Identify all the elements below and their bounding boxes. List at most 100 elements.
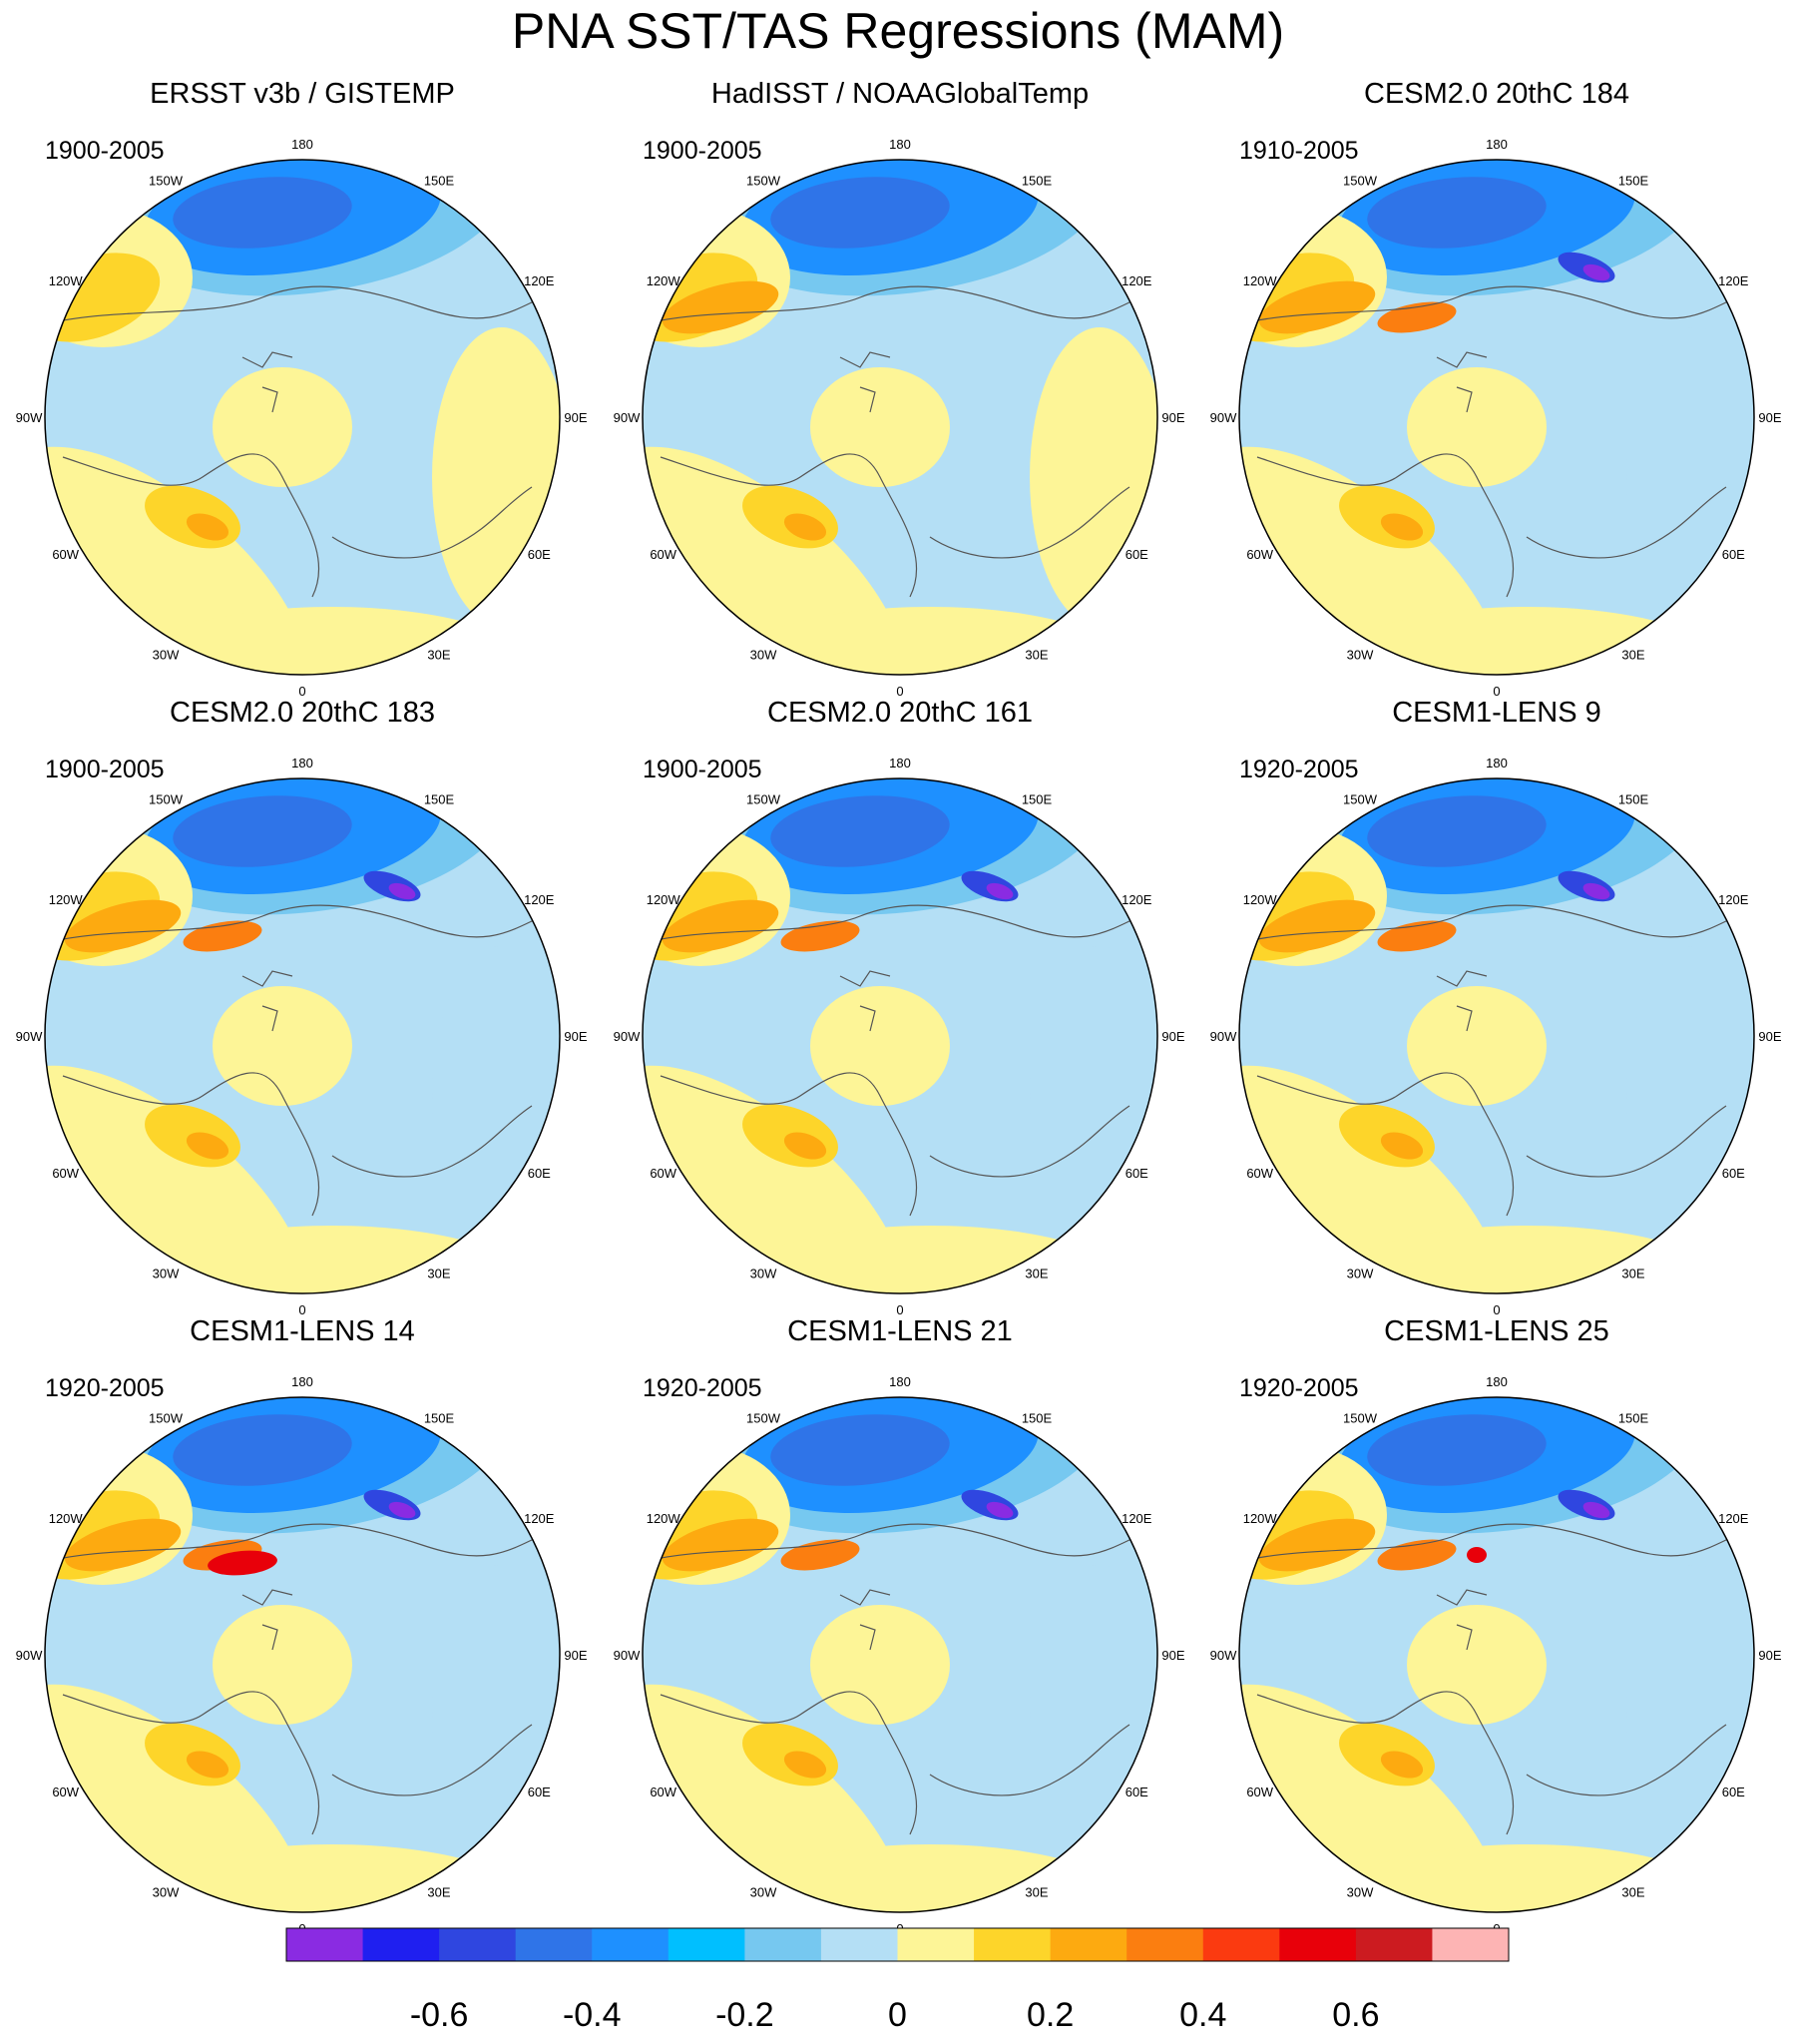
- longitude-label: 90E: [1161, 1029, 1184, 1044]
- longitude-label: 60E: [1722, 1166, 1745, 1181]
- panel-title: CESM2.0 20thC 184: [1364, 78, 1629, 110]
- colorbar-tick-label: 0.4: [1179, 1996, 1226, 2034]
- map-panel: 180150E120E90E60E30E030W60W90W120W150WCE…: [16, 697, 588, 1317]
- longitude-label: 150W: [149, 174, 184, 189]
- longitude-label: 60E: [1125, 1785, 1148, 1799]
- longitude-label: 30E: [427, 1884, 450, 1899]
- longitude-label: 180: [889, 137, 911, 152]
- longitude-label: 90E: [564, 1029, 587, 1044]
- longitude-label: 150E: [1618, 174, 1649, 189]
- longitude-label: 180: [1486, 1374, 1508, 1389]
- longitude-label: 0: [896, 1302, 903, 1317]
- colorbar-tick-label: 0.6: [1332, 1996, 1379, 2034]
- figure-title: PNA SST/TAS Regressions (MAM): [511, 3, 1285, 59]
- longitude-label: 60W: [1246, 1785, 1273, 1799]
- regression-field: [1239, 778, 1754, 1293]
- longitude-label: 30E: [427, 647, 450, 662]
- longitude-label: 90W: [614, 1029, 641, 1044]
- longitude-label: 60W: [1246, 547, 1273, 562]
- regression-field: [1239, 160, 1754, 675]
- regression-field: [45, 778, 560, 1293]
- longitude-label: 60E: [1125, 547, 1148, 562]
- longitude-label: 30W: [750, 647, 777, 662]
- colorbar: -0.6 -0.4 -0.2 0 0.2 0.4 0.6: [285, 1927, 1510, 2034]
- period-label: 1920-2005: [1239, 756, 1359, 783]
- longitude-label: 150W: [746, 1411, 781, 1426]
- coastline: [1246, 1523, 1737, 1835]
- longitude-label: 60E: [1125, 1166, 1148, 1181]
- longitude-label: 60W: [650, 547, 676, 562]
- longitude-label: 120E: [524, 1511, 555, 1526]
- longitude-label: 120W: [1243, 1511, 1278, 1526]
- longitude-label: 150E: [1618, 1411, 1649, 1426]
- coastline: [650, 285, 1140, 598]
- period-label: 1900-2005: [643, 756, 762, 783]
- period-label: 1910-2005: [1239, 137, 1359, 165]
- colorbar-tick-label: 0.2: [1027, 1996, 1074, 2034]
- longitude-label: 30E: [1025, 1884, 1048, 1899]
- longitude-label: 30E: [1025, 647, 1048, 662]
- longitude-label: 180: [291, 137, 313, 152]
- longitude-label: 90E: [1161, 1648, 1184, 1663]
- coastline: [1246, 904, 1737, 1217]
- colorbar-swatch: [897, 1928, 975, 1961]
- colorbar-swatch: [1279, 1928, 1357, 1961]
- coastline: [52, 285, 543, 598]
- longitude-label: 150W: [1343, 1411, 1378, 1426]
- regression-field: [45, 1397, 560, 1912]
- longitude-label: 30W: [750, 1884, 777, 1899]
- longitude-label: 150E: [1022, 792, 1053, 807]
- regression-field: [643, 1397, 1157, 1912]
- panel-title: CESM1-LENS 25: [1384, 1315, 1609, 1347]
- longitude-label: 150E: [1022, 1411, 1053, 1426]
- map-panel: 180150E120E90E60E30E030W60W90W120W150WCE…: [1210, 697, 1782, 1317]
- longitude-label: 120W: [1243, 273, 1278, 288]
- map-panel: 180 150E 120E 90E 60E 30E 0 30W 60W 90W 120W 150W Ha…: [614, 78, 1185, 699]
- longitude-label: 150E: [424, 174, 455, 189]
- longitude-label: 90W: [1210, 1648, 1237, 1663]
- colorbar-swatch: [439, 1928, 517, 1961]
- longitude-label: 30E: [1621, 1266, 1644, 1280]
- longitude-label: 150W: [149, 1411, 184, 1426]
- coastline: [650, 904, 1140, 1217]
- longitude-label: 120E: [524, 273, 555, 288]
- longitude-label: 120E: [1718, 1511, 1749, 1526]
- longitude-label: 120E: [1122, 273, 1152, 288]
- longitude-label: 30E: [1025, 1266, 1048, 1280]
- longitude-label: 30W: [1347, 1884, 1374, 1899]
- longitude-label: 90W: [16, 1648, 43, 1663]
- longitude-label: 150E: [424, 792, 455, 807]
- panel-title: CESM1-LENS 14: [190, 1315, 415, 1347]
- longitude-label: 120E: [524, 892, 555, 907]
- coastline: [52, 1523, 543, 1835]
- longitude-label: 150E: [424, 1411, 455, 1426]
- colorbar-swatch: [820, 1928, 898, 1961]
- longitude-label: 90W: [16, 1029, 43, 1044]
- colorbar-swatch: [1202, 1928, 1280, 1961]
- regression-field: [1239, 1397, 1754, 1912]
- colorbar-swatch: [362, 1928, 440, 1961]
- longitude-label: 0: [1493, 1302, 1500, 1317]
- longitude-label: 120W: [49, 892, 84, 907]
- longitude-label: 120W: [647, 1511, 681, 1526]
- regression-field: [643, 160, 1157, 675]
- longitude-label: 150W: [1343, 792, 1378, 807]
- longitude-label: 120E: [1122, 1511, 1152, 1526]
- map-panel: 180 150E 120E 90E 60E 30E 0 30W 60W 90W 120W 150W ER…: [16, 78, 588, 699]
- map-panel: 180150E120E90E60E30E030W60W90W120W150WCE…: [614, 1315, 1185, 1936]
- colorbar-swatch: [974, 1928, 1052, 1961]
- longitude-label: 30E: [427, 1266, 450, 1280]
- longitude-label: 60W: [52, 547, 79, 562]
- longitude-label: 0: [298, 684, 305, 699]
- longitude-label: 60E: [1722, 547, 1745, 562]
- longitude-label: 90E: [564, 1648, 587, 1663]
- longitude-label: 120W: [49, 273, 84, 288]
- longitude-label: 150W: [746, 174, 781, 189]
- longitude-label: 90E: [1758, 1648, 1781, 1663]
- longitude-label: 120E: [1718, 273, 1749, 288]
- longitude-label: 60E: [528, 1785, 551, 1799]
- longitude-label: 180: [889, 756, 911, 770]
- panel-title: CESM1-LENS 21: [787, 1315, 1013, 1347]
- longitude-label: 30W: [1347, 1266, 1374, 1280]
- longitude-label: 150W: [746, 792, 781, 807]
